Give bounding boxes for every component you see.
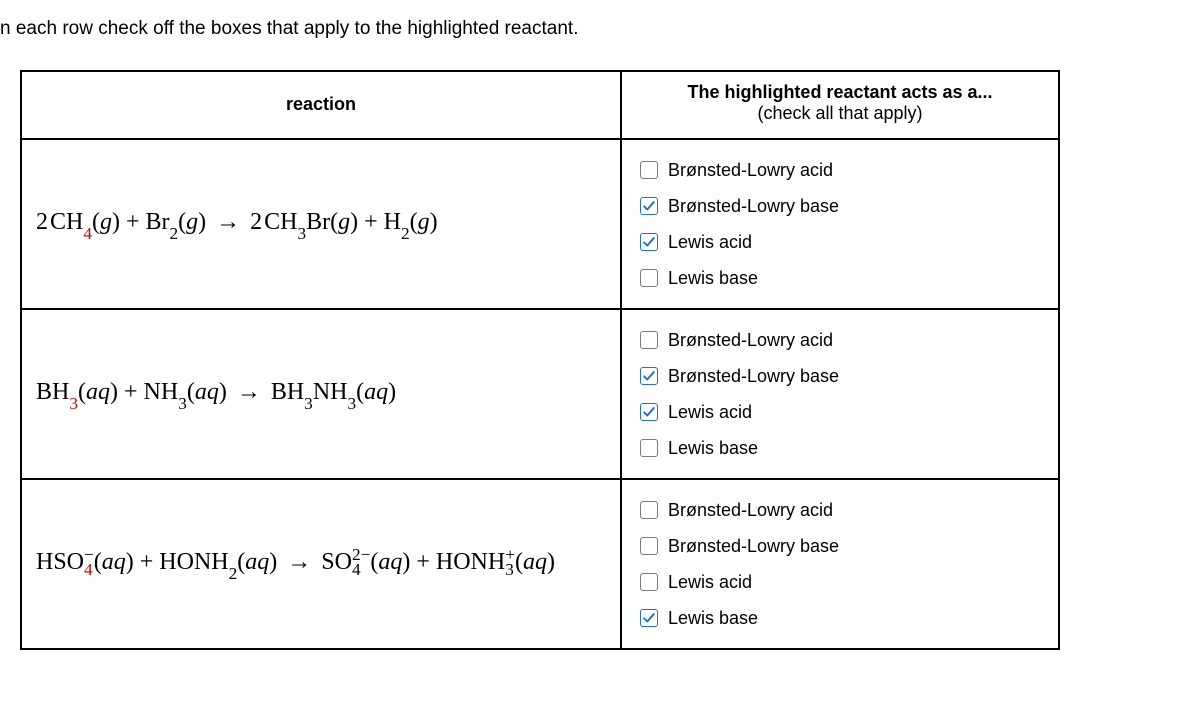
option-lewis-acid[interactable]: Lewis acid [640, 566, 1040, 599]
option-label: Brønsted-Lowry acid [668, 160, 833, 181]
checkbox[interactable] [640, 161, 658, 179]
option-lewis-base[interactable]: Lewis base [640, 262, 1040, 295]
option-bronsted-acid[interactable]: Brønsted-Lowry acid [640, 324, 1040, 357]
reaction-cell: 2 CH4(g) + Br2(g) → 2 CH3Br(g) + H2(g) [22, 140, 622, 308]
checkbox[interactable] [640, 233, 658, 251]
table-row: 2 CH4(g) + Br2(g) → 2 CH3Br(g) + H2(g) B… [22, 140, 1058, 310]
option-label: Brønsted-Lowry base [668, 196, 839, 217]
header-right-line2: (check all that apply) [632, 103, 1048, 124]
option-bronsted-acid[interactable]: Brønsted-Lowry acid [640, 154, 1040, 187]
checkbox[interactable] [640, 403, 658, 421]
reaction-cell: HSO−4(aq) + HONH2(aq) → SO2−4(aq) + HONH… [22, 480, 622, 648]
checkbox[interactable] [640, 573, 658, 591]
options-cell: Brønsted-Lowry acid Brønsted-Lowry base … [622, 140, 1058, 308]
reaction-formula: BH3(aq) + NH3(aq) → BH3NH3(aq) [36, 378, 396, 411]
option-bronsted-base[interactable]: Brønsted-Lowry base [640, 190, 1040, 223]
options-cell: Brønsted-Lowry acid Brønsted-Lowry base … [622, 480, 1058, 648]
instruction-text: n each row check off the boxes that appl… [0, 0, 1200, 70]
option-label: Lewis acid [668, 572, 752, 593]
checkbox[interactable] [640, 197, 658, 215]
option-bronsted-acid[interactable]: Brønsted-Lowry acid [640, 494, 1040, 527]
table-row: BH3(aq) + NH3(aq) → BH3NH3(aq) Brønsted-… [22, 310, 1058, 480]
option-label: Lewis acid [668, 232, 752, 253]
reaction-table: reaction The highlighted reactant acts a… [20, 70, 1060, 650]
reaction-formula: 2 CH4(g) + Br2(g) → 2 CH3Br(g) + H2(g) [36, 208, 438, 241]
checkbox[interactable] [640, 269, 658, 287]
option-label: Lewis base [668, 268, 758, 289]
option-bronsted-base[interactable]: Brønsted-Lowry base [640, 360, 1040, 393]
option-label: Lewis base [668, 438, 758, 459]
reaction-cell: BH3(aq) + NH3(aq) → BH3NH3(aq) [22, 310, 622, 478]
header-row: reaction The highlighted reactant acts a… [22, 72, 1058, 140]
checkbox[interactable] [640, 609, 658, 627]
reaction-formula: HSO−4(aq) + HONH2(aq) → SO2−4(aq) + HONH… [36, 548, 555, 581]
options-cell: Brønsted-Lowry acid Brønsted-Lowry base … [622, 310, 1058, 478]
option-lewis-acid[interactable]: Lewis acid [640, 226, 1040, 259]
header-reaction: reaction [22, 72, 622, 140]
table-row: HSO−4(aq) + HONH2(aq) → SO2−4(aq) + HONH… [22, 480, 1058, 648]
checkbox[interactable] [640, 537, 658, 555]
checkbox[interactable] [640, 367, 658, 385]
option-label: Lewis base [668, 608, 758, 629]
option-label: Brønsted-Lowry acid [668, 500, 833, 521]
option-label: Lewis acid [668, 402, 752, 423]
checkbox[interactable] [640, 331, 658, 349]
option-label: Brønsted-Lowry acid [668, 330, 833, 351]
option-label: Brønsted-Lowry base [668, 366, 839, 387]
option-lewis-base[interactable]: Lewis base [640, 602, 1040, 635]
option-lewis-base[interactable]: Lewis base [640, 432, 1040, 465]
checkbox[interactable] [640, 439, 658, 457]
option-lewis-acid[interactable]: Lewis acid [640, 396, 1040, 429]
header-reactant-acts: The highlighted reactant acts as a... (c… [622, 72, 1058, 140]
option-label: Brønsted-Lowry base [668, 536, 839, 557]
option-bronsted-base[interactable]: Brønsted-Lowry base [640, 530, 1040, 563]
checkbox[interactable] [640, 501, 658, 519]
header-right-line1: The highlighted reactant acts as a... [632, 82, 1048, 103]
